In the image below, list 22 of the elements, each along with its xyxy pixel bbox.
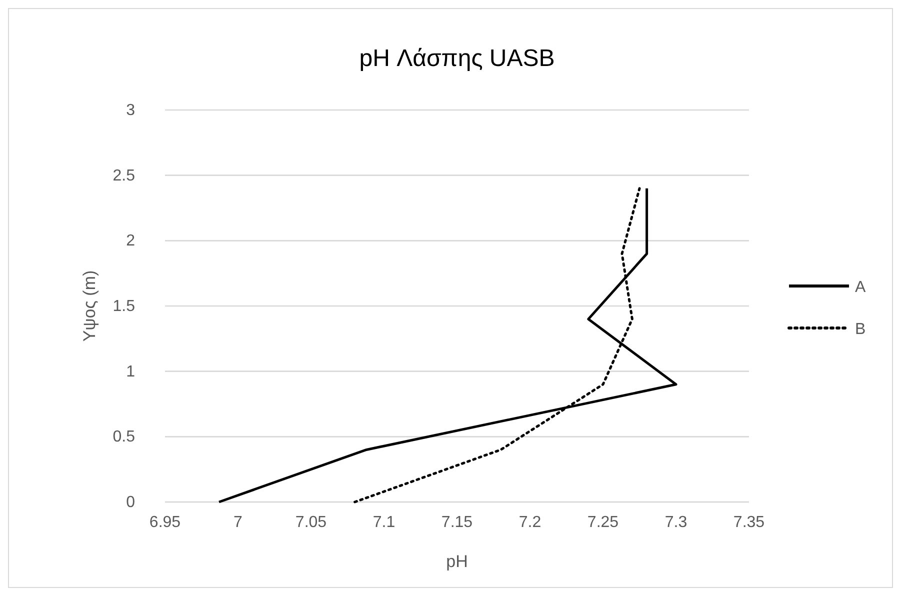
y-tick-label: 1.5 <box>112 298 136 315</box>
x-tick-label: 7.35 <box>733 514 765 531</box>
x-tick-label: 7.25 <box>587 514 619 531</box>
y-tick-label: 0 <box>126 494 136 511</box>
legend-label: A <box>855 279 866 296</box>
chart-title: pH Λάσπης UASB <box>359 45 555 72</box>
line-series <box>218 187 678 504</box>
y-tick-label: 0.5 <box>112 428 136 446</box>
y-tick-label: 1 <box>126 363 136 380</box>
legend-label: B <box>855 321 866 338</box>
x-tick-label: 7.3 <box>664 514 688 531</box>
y-axis-title: Υψος (m) <box>80 270 99 342</box>
x-tick-label: 7.15 <box>441 514 473 531</box>
x-tick-label: 7.05 <box>295 514 327 531</box>
y-tick-label: 2 <box>126 232 136 250</box>
x-tick-label: 7 <box>234 514 243 531</box>
x-tick-label: 6.95 <box>149 514 181 531</box>
y-tick-label: 3 <box>126 102 136 119</box>
x-axis-title: pH <box>446 552 468 571</box>
y-tick-label: 2.5 <box>112 167 136 184</box>
x-tick-label: 7.2 <box>518 514 542 531</box>
x-tick-label: 7.1 <box>372 514 396 531</box>
